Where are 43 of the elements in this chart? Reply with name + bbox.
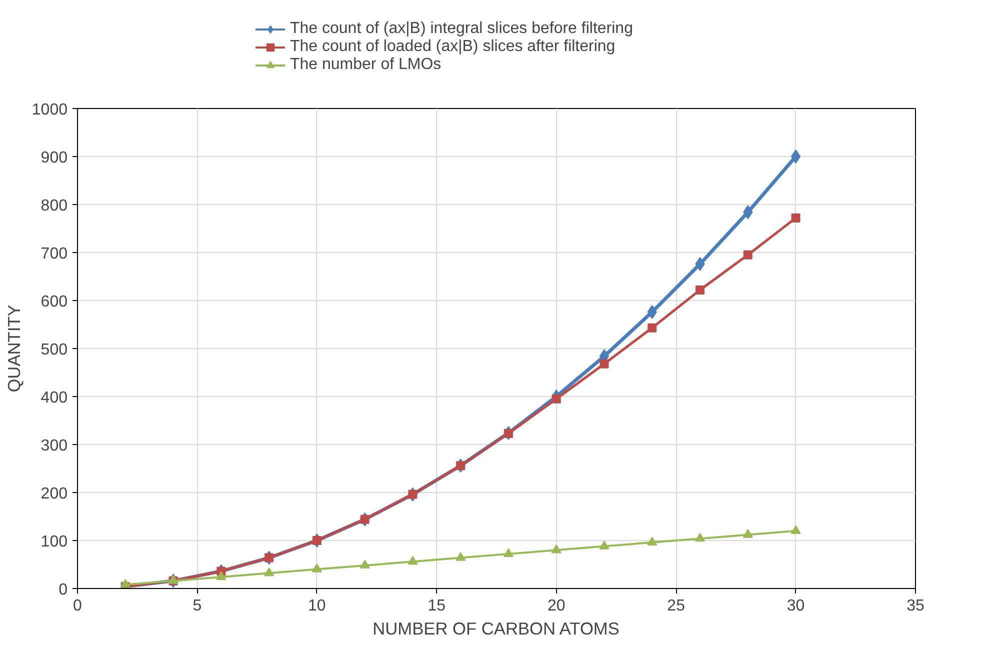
point xyxy=(791,213,800,222)
x-tick-label: 25 xyxy=(667,598,686,614)
point xyxy=(408,556,418,565)
y-tick-label: 500 xyxy=(40,342,68,358)
point xyxy=(216,571,226,580)
legend-label: The count of (ax|B) integral slices before filtering xyxy=(290,20,633,38)
point xyxy=(743,250,752,260)
y-tick-label: 1000 xyxy=(32,102,68,118)
x-tick-label: 5 xyxy=(192,598,202,614)
x-tick-label: 10 xyxy=(308,598,326,614)
x-tick-label: 30 xyxy=(786,598,805,614)
y-tick-label: 200 xyxy=(40,486,68,502)
point xyxy=(600,359,609,368)
point xyxy=(647,536,658,546)
y-tick-label: 600 xyxy=(40,294,68,310)
point xyxy=(312,564,322,572)
x-tick-label: 0 xyxy=(73,598,82,614)
y-tick-label: 0 xyxy=(58,582,68,598)
point xyxy=(456,552,466,561)
y-tick-label: 700 xyxy=(40,246,68,262)
point xyxy=(360,560,370,569)
legend-label: The number of LMOs xyxy=(290,56,442,74)
point xyxy=(503,548,514,558)
legend-label: The count of loaded (ax|B) slices after filtering xyxy=(290,38,616,56)
y-tick-label: 400 xyxy=(40,390,68,406)
point xyxy=(695,532,706,542)
x-axis-title: NUMBER OF CARBON ATOMS xyxy=(372,618,620,638)
y-axis-title: QUANTITY xyxy=(4,304,24,392)
x-tick-label: 20 xyxy=(547,598,566,614)
point xyxy=(696,285,705,294)
point xyxy=(790,150,801,164)
point xyxy=(264,567,274,576)
y-tick-label: 100 xyxy=(40,534,68,550)
point xyxy=(599,540,610,550)
point xyxy=(551,544,562,554)
point xyxy=(790,525,801,534)
x-tick-label: 35 xyxy=(906,598,924,614)
point xyxy=(742,529,753,538)
y-tick-label: 800 xyxy=(40,198,68,214)
y-tick-label: 300 xyxy=(40,438,68,454)
x-tick-label: 15 xyxy=(428,598,446,614)
y-tick-label: 900 xyxy=(40,150,68,166)
point xyxy=(648,323,657,332)
